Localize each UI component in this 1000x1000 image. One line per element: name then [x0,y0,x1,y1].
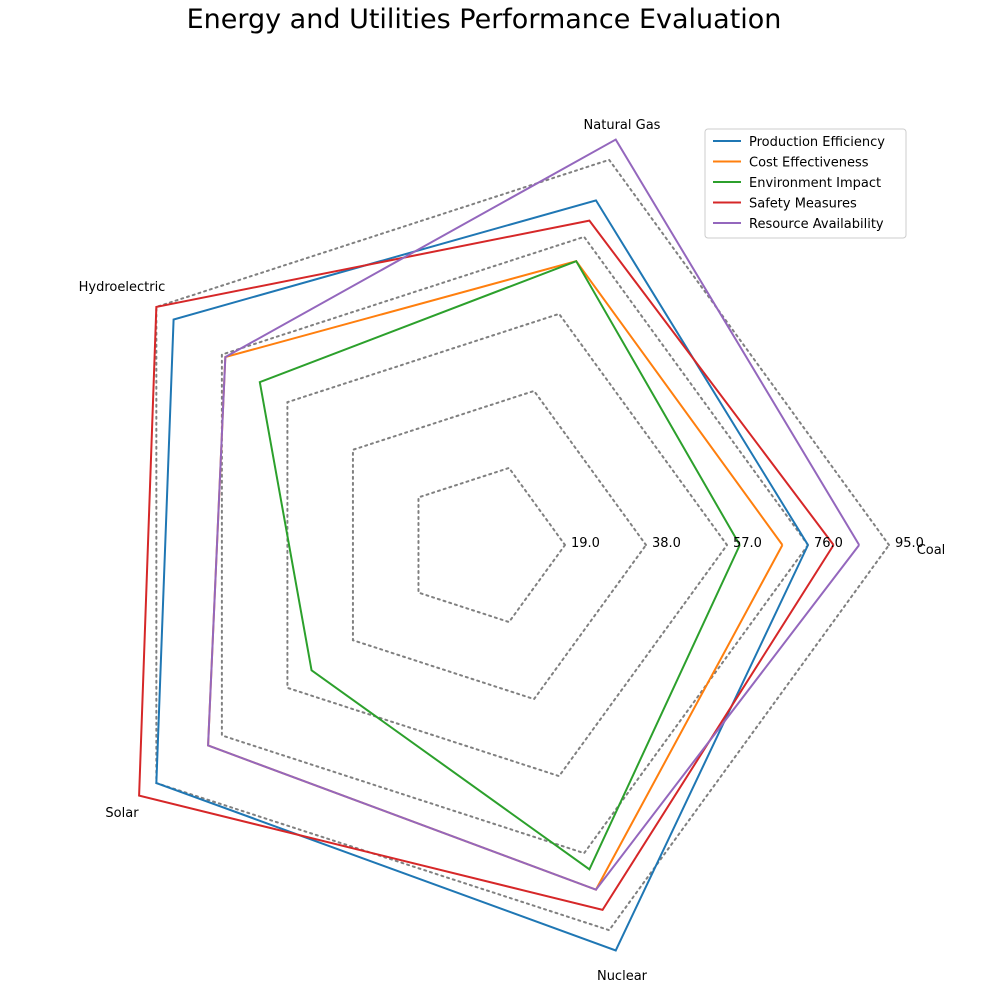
legend-entry: Production Efficiency [749,135,885,150]
grid-ring [286,312,728,778]
grid-ring [351,389,647,701]
legend-frame [704,128,907,239]
category-label: Nuclear [597,969,648,984]
grid-tick-label: 95.0 [895,536,924,551]
grid-tick-label: 76.0 [814,536,843,551]
legend-entry: Safety Measures [749,197,857,212]
category-label: Coal [917,543,946,558]
grid-tick-label: 19.0 [571,536,600,551]
series-line [138,219,835,912]
legend-entry: Cost Effectiveness [749,156,869,171]
legend-entry: Environment Impact [749,176,881,191]
series-line [207,138,861,891]
grid-ring [155,158,890,932]
grid-ring [220,235,809,855]
grid-tick-label: 57.0 [733,536,762,551]
category-label: Solar [105,806,139,821]
category-label: Natural Gas [584,118,661,133]
radar-grid [155,158,890,932]
legend-entry: Resource Availability [749,217,884,232]
legend: Production Efficiency Cost Effectiveness… [704,128,907,239]
radar-series [138,138,861,952]
category-label: Hydroelectric [79,280,166,295]
grid-ring [417,466,566,624]
series-line [155,199,809,952]
chart-title: Energy and Utilities Performance Evaluat… [187,4,782,35]
series-line [258,259,741,871]
grid-tick-label: 38.0 [652,536,681,551]
